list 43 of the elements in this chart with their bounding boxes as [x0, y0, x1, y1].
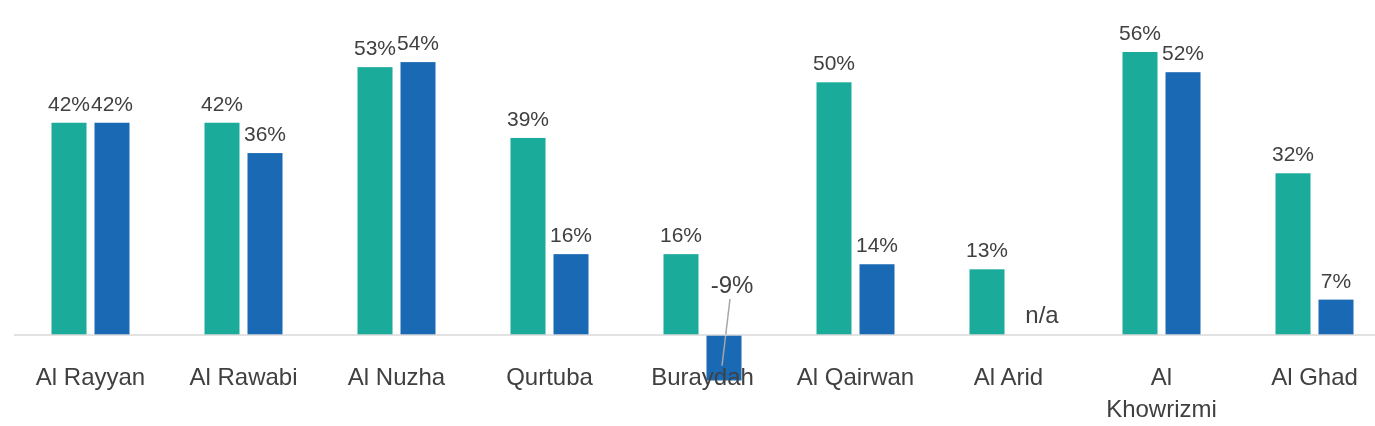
bar: [247, 153, 283, 335]
bar: [1122, 52, 1158, 335]
data-label: 16%: [549, 223, 593, 247]
x-tick-label: Al Rawabi: [189, 363, 298, 390]
bar: [1275, 173, 1311, 335]
x-tick-label: Al Ghad: [1271, 363, 1358, 390]
data-label: 42%: [47, 91, 91, 115]
bar: [553, 254, 589, 335]
bar: [663, 254, 699, 335]
data-label: 54%: [396, 31, 440, 55]
x-tick-label: Buraydah: [651, 363, 754, 390]
data-label: 39%: [506, 106, 550, 130]
data-label: 36%: [243, 122, 287, 146]
data-label: 42%: [200, 91, 244, 115]
bar: [1165, 72, 1201, 335]
bar: [510, 137, 546, 335]
data-label: 32%: [1271, 142, 1315, 166]
x-tick-label: Al Khowrizmi: [1106, 363, 1217, 422]
bar: [94, 122, 130, 335]
x-tick-label: Al Rayyan: [35, 363, 146, 390]
text: n/a: [1025, 301, 1059, 328]
x-tick-label: Al Arid: [973, 363, 1044, 390]
data-label: 52%: [1161, 41, 1205, 65]
x-tick-label: Qurtuba: [506, 363, 594, 390]
x-tick-label: Al Nuzha: [347, 363, 446, 390]
bar: [204, 122, 240, 335]
data-label: 16%: [659, 223, 703, 247]
bar: [400, 62, 436, 335]
data-label: 53%: [353, 36, 397, 60]
bar: [859, 264, 895, 335]
bar: [969, 269, 1005, 335]
bar: [357, 67, 393, 335]
bar: [51, 122, 87, 335]
data-label: 56%: [1118, 21, 1162, 44]
x-tick-label: Al Qairwan: [796, 363, 915, 390]
data-label: 50%: [812, 51, 856, 75]
data-label: 13%: [965, 238, 1009, 262]
data-label: 42%: [90, 91, 134, 115]
data-label: 14%: [855, 233, 899, 257]
bar: [1318, 299, 1354, 335]
data-label: -9%: [710, 271, 754, 298]
data-label: 7%: [1320, 268, 1352, 292]
bar: [816, 82, 852, 335]
